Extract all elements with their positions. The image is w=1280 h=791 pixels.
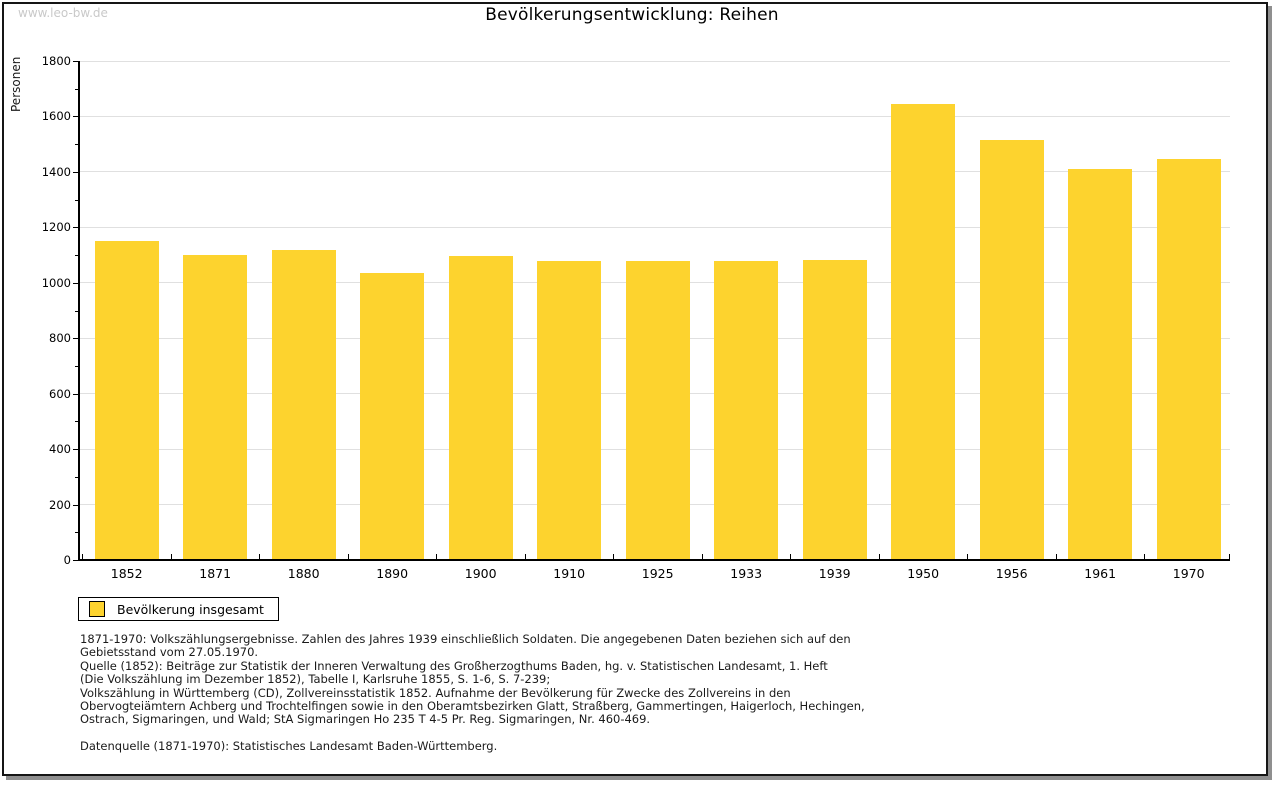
y-tick-label: 1400: [41, 164, 71, 179]
note-line: Datenquelle (1871-1970): Statistisches L…: [80, 739, 498, 754]
x-tick-label: 1910: [553, 566, 586, 581]
x-tick-label: 1871: [199, 566, 232, 581]
x-axis-tick: [967, 554, 969, 560]
y-axis-minor-tick: [75, 421, 79, 423]
note-line: Volkszählung in Württemberg (CD), Zollve…: [80, 685, 791, 700]
bar-1925: [625, 261, 690, 559]
bar-1890: [360, 273, 425, 559]
y-axis-minor-tick: [75, 255, 79, 257]
y-axis-line: [78, 61, 80, 561]
legend-label: Bevölkerung insgesamt: [117, 601, 264, 617]
x-tick-label: 1961: [1084, 566, 1117, 581]
x-axis-tick: [524, 554, 526, 560]
x-tick-label: 1880: [287, 566, 320, 581]
x-tick-label: 1950: [907, 566, 940, 581]
x-tick-label: 1956: [995, 566, 1028, 581]
y-axis-minor-tick: [75, 310, 79, 312]
bar-1871: [183, 255, 248, 559]
y-tick-label: 400: [49, 442, 71, 457]
y-tick-label: 1600: [41, 109, 71, 124]
y-tick-label: 200: [49, 497, 71, 512]
y-axis-minor-tick: [75, 532, 79, 534]
x-tick-label: 1900: [464, 566, 497, 581]
bar-1933: [714, 261, 779, 559]
x-axis-tick: [82, 554, 84, 560]
gridline: [79, 171, 1230, 173]
bar-1950: [891, 103, 956, 559]
y-axis-tick: [73, 560, 79, 561]
watermark: www.leo-bw.de: [18, 6, 108, 20]
bar-1910: [537, 260, 602, 559]
y-axis-tick: [73, 227, 79, 229]
y-axis-title: Personen: [9, 56, 23, 112]
page-title: Bevölkerungsentwicklung: Reihen: [485, 5, 779, 25]
legend-swatch-icon: [89, 601, 105, 617]
x-axis-tick: [259, 554, 261, 560]
y-axis-minor-tick: [75, 144, 79, 146]
x-axis-tick: [613, 554, 615, 560]
x-tick-label: 1852: [110, 566, 143, 581]
x-axis-tick: [790, 554, 792, 560]
y-axis-minor-tick: [75, 476, 79, 478]
x-tick-label: 1890: [376, 566, 409, 581]
x-axis-line: [78, 559, 1230, 561]
y-axis-minor-tick: [75, 199, 79, 201]
x-axis-tick: [347, 554, 349, 560]
note-line: Gebietsstand vom 27.05.1970.: [80, 645, 259, 660]
bar-1939: [802, 259, 867, 559]
y-axis-tick: [73, 338, 79, 340]
gridline: [79, 115, 1230, 117]
x-axis-tick: [878, 554, 880, 560]
y-axis-tick: [73, 282, 79, 284]
y-tick-label: 1200: [41, 220, 71, 235]
y-tick-label: 1000: [41, 275, 71, 290]
x-axis-tick: [701, 554, 703, 560]
x-axis-tick: [1055, 554, 1057, 560]
x-tick-label: 1933: [730, 566, 763, 581]
x-axis-tick: [170, 554, 172, 560]
bar-1880: [271, 249, 336, 559]
bar-1961: [1068, 169, 1133, 559]
note-line: 1871-1970: Volkszählungsergebnisse. Zahl…: [80, 632, 851, 646]
x-tick-label: 1970: [1172, 566, 1205, 581]
y-axis-minor-tick: [75, 365, 79, 367]
x-tick-label: 1925: [641, 566, 674, 581]
note-line: Ostrach, Sigmaringen, und Wald; StA Sigm…: [80, 712, 651, 727]
bar-1852: [94, 241, 159, 559]
note-line: Quelle (1852): Beiträge zur Statistik de…: [80, 658, 828, 673]
y-axis-tick: [73, 116, 79, 118]
x-axis-tick: [1229, 554, 1230, 560]
y-tick-label: 600: [49, 386, 71, 401]
gridline: [79, 226, 1230, 228]
gridline: [79, 60, 1230, 62]
y-tick-label: 0: [63, 553, 71, 567]
note-line: Obervogteiämtern Achberg und Trochtelfin…: [80, 699, 865, 714]
bar-1956: [979, 140, 1044, 559]
y-tick-label: 1800: [41, 54, 71, 68]
x-tick-label: 1939: [818, 566, 851, 581]
legend: Bevölkerung insgesamt: [78, 597, 279, 621]
note-line: (Die Volkszählung im Dezember 1852), Tab…: [80, 672, 551, 687]
y-axis-tick: [73, 504, 79, 506]
note-line: [80, 727, 1160, 740]
y-axis-tick: [73, 171, 79, 173]
y-tick-label: 800: [49, 331, 71, 346]
x-axis-tick: [1144, 554, 1146, 560]
y-axis-tick: [73, 449, 79, 451]
source-notes: 1871-1970: Volkszählungsergebnisse. Zahl…: [80, 632, 1160, 754]
y-axis-minor-tick: [75, 88, 79, 90]
y-axis-tick: [73, 393, 79, 395]
bar-1970: [1156, 159, 1221, 559]
bar-1900: [448, 256, 513, 559]
x-axis-tick: [436, 554, 438, 560]
y-axis-tick: [73, 61, 79, 62]
